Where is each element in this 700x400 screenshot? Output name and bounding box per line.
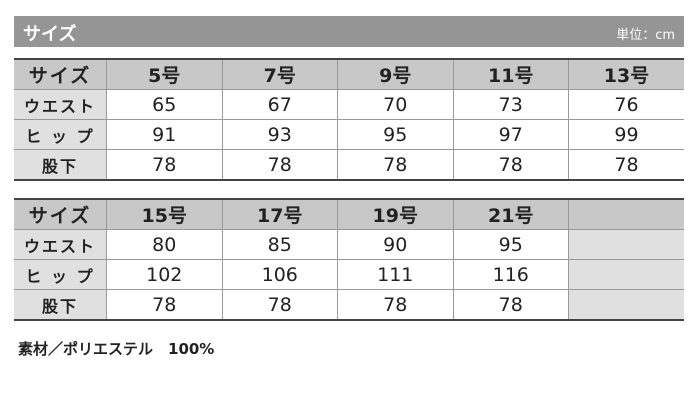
section-header: サイズ 単位：cm — [14, 16, 684, 47]
row-label: 股下 — [14, 289, 107, 321]
value-cell: 70 — [337, 89, 454, 120]
value-cell: 111 — [337, 259, 454, 290]
size-header-cell: 15号 — [106, 198, 223, 230]
size-header-cell: 7号 — [221, 58, 338, 90]
row-label: サイズ — [14, 198, 107, 230]
row-label: ヒ ッ プ — [14, 119, 107, 150]
value-cell: 73 — [452, 89, 569, 120]
size-header-cell: 11号 — [452, 58, 569, 90]
value-cell: 78 — [221, 149, 338, 181]
value-cell: 95 — [452, 229, 569, 260]
section-title: サイズ — [23, 24, 77, 45]
value-cell: 78 — [337, 289, 454, 321]
value-cell: 90 — [337, 229, 454, 260]
size-header-cell: 17号 — [221, 198, 338, 230]
value-cell — [568, 259, 684, 290]
value-cell: 78 — [106, 289, 223, 321]
value-cell: 78 — [452, 289, 569, 321]
row-label: サイズ — [14, 58, 107, 90]
value-cell — [568, 229, 684, 260]
value-cell: 102 — [106, 259, 223, 290]
value-cell: 80 — [106, 229, 223, 260]
value-cell: 116 — [452, 259, 569, 290]
table-row: ヒ ッ プ 102 106 111 116 — [14, 259, 684, 290]
value-cell: 78 — [568, 149, 684, 181]
size-header-cell: 9号 — [337, 58, 454, 90]
value-cell: 67 — [221, 89, 338, 120]
value-cell: 99 — [568, 119, 684, 150]
row-label: ヒ ッ プ — [14, 259, 107, 290]
size-header-cell: 13号 — [568, 58, 684, 90]
value-cell: 78 — [452, 149, 569, 181]
size-header-cell — [568, 198, 684, 230]
size-header-cell: 19号 — [337, 198, 454, 230]
table-row: ヒ ッ プ 91 93 95 97 99 — [14, 119, 684, 150]
value-cell: 95 — [337, 119, 454, 150]
unit-label: 単位：cm — [616, 28, 675, 43]
value-cell: 65 — [106, 89, 223, 120]
table-row: 股下 78 78 78 78 78 — [14, 149, 684, 181]
size-table-2: サイズ 15号 17号 19号 21号 ウエスト 80 85 90 95 ヒ ッ プ 102 106 11… — [14, 198, 684, 321]
table-row: ウエスト 65 67 70 73 76 — [14, 89, 684, 120]
size-header-cell: 21号 — [452, 198, 569, 230]
value-cell: 78 — [221, 289, 338, 321]
material-text: 素材／ポリエステル 100% — [18, 340, 215, 358]
value-cell: 91 — [106, 119, 223, 150]
row-label: ウエスト — [14, 89, 107, 120]
value-cell: 85 — [221, 229, 338, 260]
table-row: ウエスト 80 85 90 95 — [14, 229, 684, 260]
value-cell: 93 — [221, 119, 338, 150]
size-header-cell: 5号 — [106, 58, 223, 90]
table-header-row: サイズ 15号 17号 19号 21号 — [14, 198, 684, 230]
row-label: 股下 — [14, 149, 107, 181]
value-cell: 97 — [452, 119, 569, 150]
value-cell: 76 — [568, 89, 684, 120]
value-cell: 106 — [221, 259, 338, 290]
size-table-1: サイズ 5号 7号 9号 11号 13号 ウエスト 65 67 70 73 76 ヒ ッ プ 91 93 95… — [14, 58, 684, 181]
table-header-row: サイズ 5号 7号 9号 11号 13号 — [14, 58, 684, 90]
value-cell: 78 — [337, 149, 454, 181]
value-cell: 78 — [106, 149, 223, 181]
table-row: 股下 78 78 78 78 — [14, 289, 684, 321]
row-label: ウエスト — [14, 229, 107, 260]
value-cell — [568, 289, 684, 321]
